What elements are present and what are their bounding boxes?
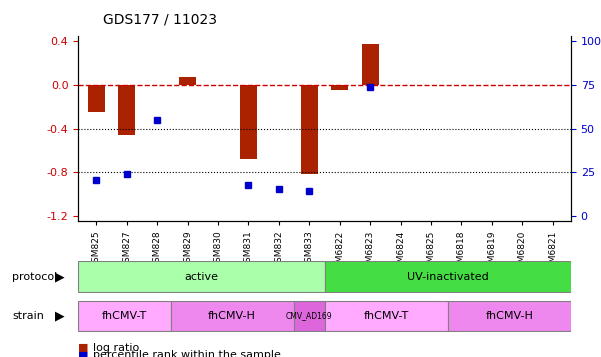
Text: fhCMV-T: fhCMV-T — [102, 311, 147, 321]
Text: log ratio: log ratio — [93, 343, 139, 353]
Text: ▶: ▶ — [55, 270, 65, 283]
Bar — [118, 85, 135, 135]
Text: strain: strain — [12, 311, 44, 321]
Bar — [88, 85, 105, 112]
FancyBboxPatch shape — [78, 261, 325, 292]
Text: ■: ■ — [78, 350, 88, 357]
Bar — [240, 85, 257, 159]
FancyBboxPatch shape — [294, 301, 325, 331]
FancyBboxPatch shape — [171, 301, 294, 331]
FancyBboxPatch shape — [325, 301, 448, 331]
FancyBboxPatch shape — [448, 301, 571, 331]
Text: protocol: protocol — [12, 272, 57, 282]
Text: fhCMV-H: fhCMV-H — [208, 311, 256, 321]
FancyBboxPatch shape — [78, 301, 171, 331]
Text: UV-inactivated: UV-inactivated — [407, 272, 489, 282]
Bar — [362, 44, 379, 85]
Text: ▶: ▶ — [55, 310, 65, 322]
Text: fhCMV-T: fhCMV-T — [364, 311, 409, 321]
Text: active: active — [185, 272, 218, 282]
FancyBboxPatch shape — [325, 261, 571, 292]
Text: ■: ■ — [78, 343, 88, 353]
Text: fhCMV-H: fhCMV-H — [486, 311, 533, 321]
Text: GDS177 / 11023: GDS177 / 11023 — [103, 12, 217, 27]
Bar — [301, 85, 318, 174]
Bar — [179, 77, 196, 85]
Text: percentile rank within the sample: percentile rank within the sample — [93, 350, 281, 357]
Text: CMV_AD169: CMV_AD169 — [286, 311, 332, 321]
Bar — [331, 85, 348, 90]
